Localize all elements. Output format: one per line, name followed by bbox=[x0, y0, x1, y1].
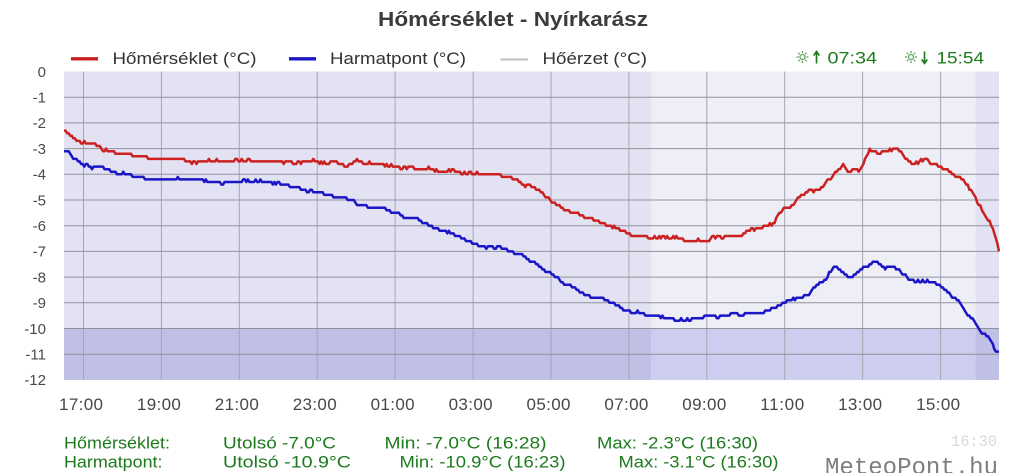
svg-text:21:00: 21:00 bbox=[215, 395, 259, 414]
svg-text:16:30: 16:30 bbox=[951, 433, 997, 451]
svg-text:23:00: 23:00 bbox=[293, 395, 337, 414]
svg-text:09:00: 09:00 bbox=[682, 395, 726, 414]
svg-text:Hőmérséklet (°C): Hőmérséklet (°C) bbox=[113, 49, 257, 68]
svg-text:-1: -1 bbox=[33, 90, 46, 107]
svg-text:-7: -7 bbox=[33, 244, 46, 261]
svg-text:05:00: 05:00 bbox=[527, 395, 571, 414]
svg-text:-2: -2 bbox=[33, 115, 46, 132]
svg-text:Min: -10.9°C (16:23): Min: -10.9°C (16:23) bbox=[400, 453, 566, 472]
svg-text:13:00: 13:00 bbox=[838, 395, 882, 414]
svg-text:-3: -3 bbox=[33, 141, 46, 158]
svg-text:-6: -6 bbox=[33, 218, 46, 235]
svg-text:Min: -7.0°C (16:28): Min: -7.0°C (16:28) bbox=[385, 434, 547, 453]
svg-text:-11: -11 bbox=[25, 347, 46, 364]
svg-text:Max: -3.1°C (16:30): Max: -3.1°C (16:30) bbox=[619, 453, 779, 472]
svg-text:Harmatpont:: Harmatpont: bbox=[64, 453, 163, 472]
svg-text:07:34: 07:34 bbox=[828, 49, 878, 68]
svg-text:Utolsó -7.0°C: Utolsó -7.0°C bbox=[223, 434, 336, 453]
svg-text:01:00: 01:00 bbox=[371, 395, 415, 414]
svg-text:-4: -4 bbox=[33, 167, 46, 184]
svg-text:Hőmérséklet - Nyírkarász: Hőmérséklet - Nyírkarász bbox=[378, 9, 648, 31]
svg-text:15:54: 15:54 bbox=[937, 49, 985, 68]
svg-text:Harmatpont (°C): Harmatpont (°C) bbox=[330, 49, 466, 68]
svg-text:0: 0 bbox=[38, 64, 46, 81]
svg-text:-10: -10 bbox=[24, 321, 46, 338]
svg-text:-5: -5 bbox=[33, 192, 46, 209]
svg-text:03:00: 03:00 bbox=[449, 395, 493, 414]
svg-text:Max: -2.3°C (16:30): Max: -2.3°C (16:30) bbox=[597, 434, 758, 453]
svg-text:-12: -12 bbox=[24, 372, 46, 389]
svg-text:MeteoPont.hu: MeteoPont.hu bbox=[825, 455, 998, 473]
svg-text:17:00: 17:00 bbox=[59, 395, 103, 414]
svg-text:-8: -8 bbox=[33, 269, 46, 286]
svg-text:15:00: 15:00 bbox=[916, 395, 960, 414]
svg-text:Hőérzet (°C): Hőérzet (°C) bbox=[543, 49, 648, 68]
svg-text:Hőmérséklet:: Hőmérséklet: bbox=[64, 434, 170, 453]
svg-text:11:00: 11:00 bbox=[760, 395, 804, 414]
svg-text:Utolsó -10.9°C: Utolsó -10.9°C bbox=[223, 453, 351, 472]
svg-text:-9: -9 bbox=[33, 295, 46, 312]
svg-text:07:00: 07:00 bbox=[604, 395, 648, 414]
svg-text:19:00: 19:00 bbox=[137, 395, 181, 414]
